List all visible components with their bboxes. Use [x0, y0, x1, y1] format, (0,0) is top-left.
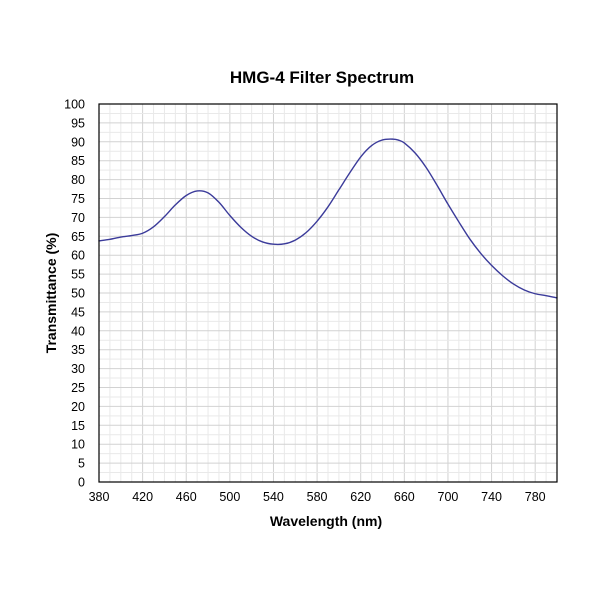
x-tick-label: 420 [132, 490, 153, 504]
grid-lines [99, 104, 557, 482]
y-tick-label: 80 [71, 173, 85, 187]
y-tick-label: 90 [71, 135, 85, 149]
y-tick-label: 25 [71, 381, 85, 395]
x-tick-label: 460 [176, 490, 197, 504]
transmittance-series-line [98, 138, 558, 299]
y-tick-label: 55 [71, 268, 85, 282]
x-tick-label: 780 [525, 490, 546, 504]
y-tick-label: 10 [71, 438, 85, 452]
y-tick-label: 40 [71, 324, 85, 338]
plot-frame [98, 103, 558, 483]
x-tick-label: 580 [307, 490, 328, 504]
x-tick-label: 740 [481, 490, 502, 504]
y-tick-label: 60 [71, 249, 85, 263]
y-tick-label: 65 [71, 230, 85, 244]
y-tick-label: 70 [71, 211, 85, 225]
y-tick-label: 35 [71, 343, 85, 357]
x-tick-label: 540 [263, 490, 284, 504]
y-tick-label: 30 [71, 362, 85, 376]
y-tick-label: 45 [71, 305, 85, 319]
x-tick-label: 500 [219, 490, 240, 504]
x-tick-label: 700 [438, 490, 459, 504]
tick-labels: 380 420 460 500 540 580 620 660 700 740 780 0 5 10 15 2… [64, 98, 546, 505]
y-tick-label: 0 [78, 476, 85, 490]
x-tick-label: 380 [89, 490, 110, 504]
x-tick-label: 620 [350, 490, 371, 504]
x-axis-label: Wavelength (nm) [270, 513, 382, 529]
y-tick-label: 20 [71, 400, 85, 414]
x-tick-label: 660 [394, 490, 415, 504]
y-tick-label: 5 [78, 457, 85, 471]
series-layer [98, 138, 558, 299]
y-tick-label: 15 [71, 419, 85, 433]
y-tick-label: 50 [71, 287, 85, 301]
y-tick-label: 85 [71, 154, 85, 168]
y-axis-label: Transmittance (%) [43, 233, 59, 354]
chart-title: HMG-4 Filter Spectrum [230, 68, 414, 87]
y-tick-label: 100 [64, 98, 85, 112]
y-tick-label: 95 [71, 116, 85, 130]
y-tick-label: 75 [71, 192, 85, 206]
